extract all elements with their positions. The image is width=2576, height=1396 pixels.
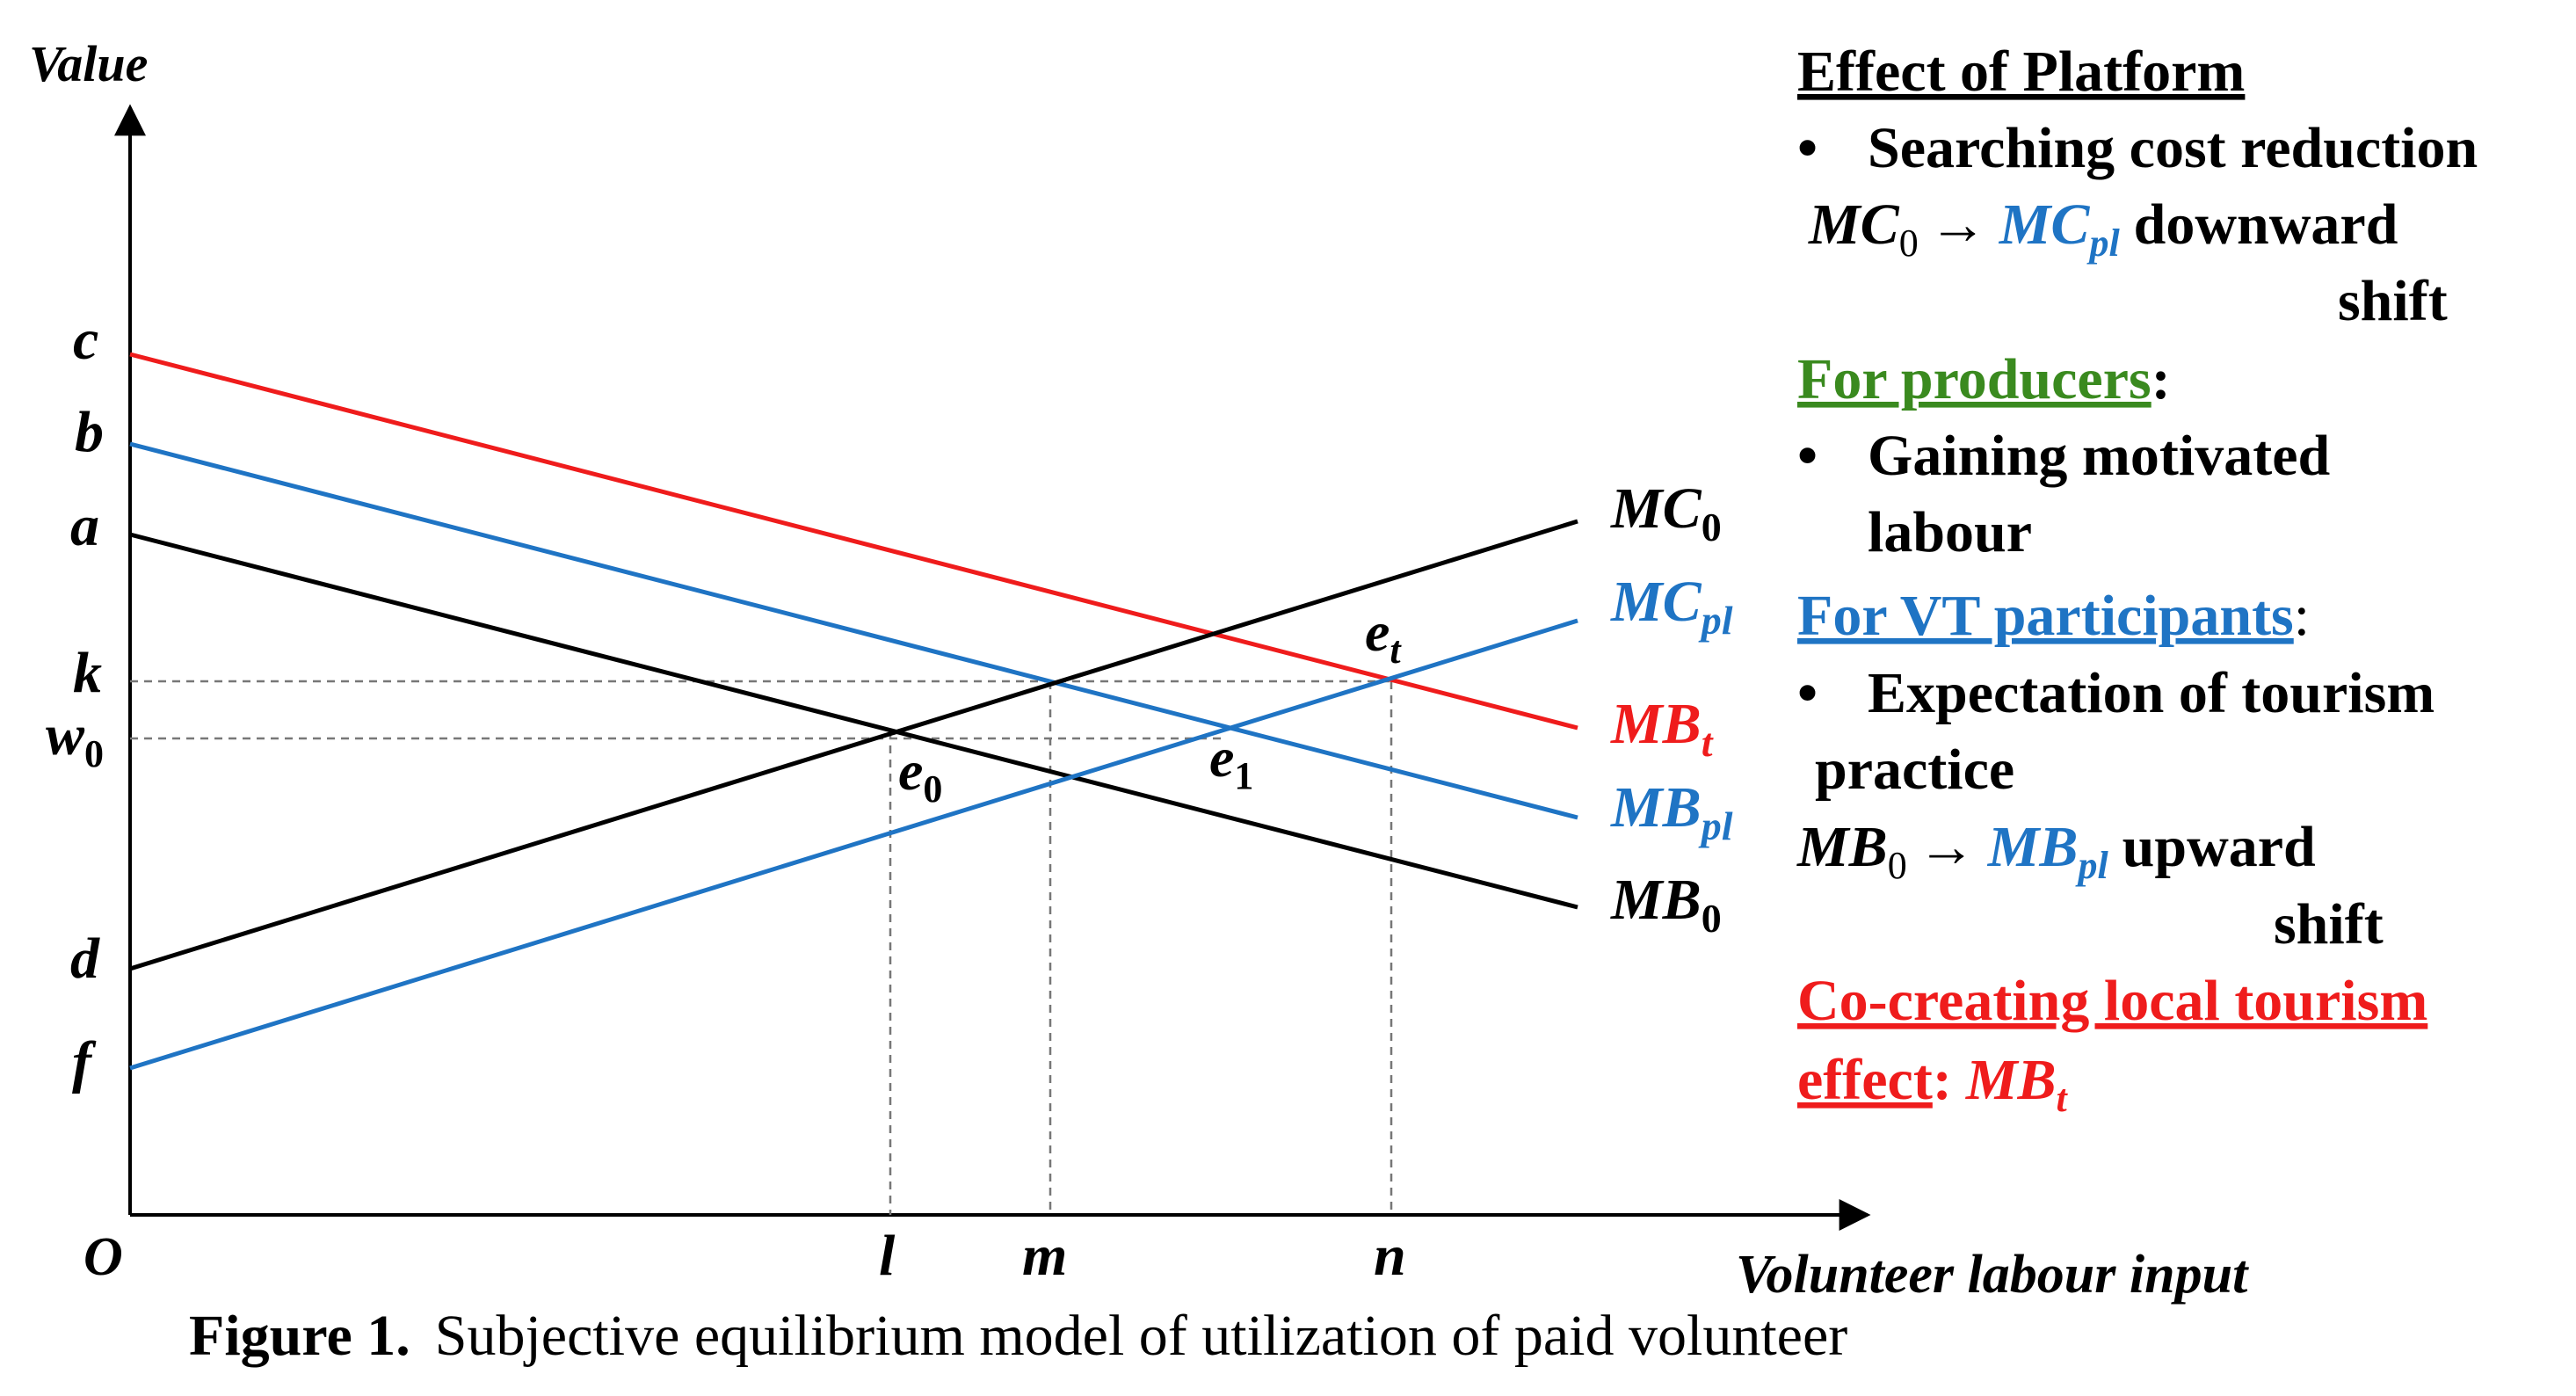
curve-label-mbpl-sub: pl bbox=[1698, 803, 1733, 848]
guide-lines bbox=[130, 680, 1393, 1215]
y-tick-w0-sub: 0 bbox=[84, 732, 104, 775]
producers-heading-line: For producers: bbox=[1797, 347, 2171, 411]
mb-shift-to-base: MB bbox=[1987, 815, 2079, 879]
cocreate-line-1: Co-creating local tourism bbox=[1797, 969, 2427, 1033]
mb-shift-arrow: → bbox=[1918, 815, 1976, 879]
curve-label-mc0-base: MC bbox=[1610, 476, 1702, 541]
point-e1-label: e1 bbox=[1209, 726, 1253, 797]
vt-colon: : bbox=[2294, 584, 2310, 648]
vt-bullet-text-1: Expectation of tourism bbox=[1868, 661, 2435, 725]
cocreate-effect: effect bbox=[1797, 1048, 1933, 1112]
curve-label-mcpl-base: MC bbox=[1610, 570, 1702, 634]
mb-shift-to-sub: pl bbox=[2074, 844, 2108, 887]
mc-shift-line: MC0 → MCpl downward bbox=[1808, 193, 2398, 265]
vt-bullet-symbol: • bbox=[1797, 661, 1818, 725]
mc-shift-arrow: → bbox=[1929, 193, 1987, 257]
caption-label: Figure 1. bbox=[189, 1304, 410, 1368]
mbpl-line bbox=[129, 441, 1578, 820]
mc-shift-text1: downward bbox=[2134, 193, 2398, 257]
point-et-sub: t bbox=[1390, 629, 1402, 672]
mbt-line bbox=[129, 352, 1578, 731]
mc-shift-from-sub: 0 bbox=[1899, 222, 1919, 265]
mc-shift-from-base: MC bbox=[1808, 193, 1900, 257]
vt-heading-line: For VT participants: bbox=[1797, 584, 2310, 648]
curve-label-mbt-base: MB bbox=[1610, 692, 1702, 756]
curve-label-mb0-base: MB bbox=[1610, 868, 1702, 932]
mb-shift-line: MB0 → MBpl upward bbox=[1796, 815, 2316, 887]
search-bullet-symbol: • bbox=[1797, 116, 1818, 180]
curve-label-mc0-sub: 0 bbox=[1702, 505, 1722, 549]
mc-shift-text2: shift bbox=[2338, 269, 2448, 333]
origin-label: O bbox=[83, 1227, 123, 1287]
point-e0-label: e0 bbox=[898, 739, 942, 811]
point-et-base: e bbox=[1365, 600, 1390, 663]
curve-label-mb0: MB0 bbox=[1610, 868, 1722, 941]
mc-shift-to-base: MC bbox=[1999, 193, 2091, 257]
vt-bullet-text-2: practice bbox=[1815, 738, 2014, 802]
cocreate-term-sub: t bbox=[2057, 1077, 2069, 1120]
x-tick-n: n bbox=[1374, 1224, 1406, 1288]
mb-shift-text1: upward bbox=[2122, 815, 2316, 879]
producers-bullet-symbol: • bbox=[1797, 424, 1818, 488]
curve-label-mbpl-base: MB bbox=[1610, 775, 1702, 840]
curve-label-mbt: MBt bbox=[1610, 692, 1714, 765]
search-bullet-text: Searching cost reduction bbox=[1868, 116, 2478, 180]
x-tick-m: m bbox=[1022, 1224, 1067, 1288]
y-tick-w0: w0 bbox=[46, 703, 104, 775]
y-tick-a: a bbox=[70, 494, 99, 558]
point-e1-base: e bbox=[1209, 726, 1234, 789]
producers-bullet-text-1: Gaining motivated bbox=[1868, 424, 2330, 488]
mc0-line bbox=[129, 519, 1578, 971]
point-e1-sub: 1 bbox=[1234, 754, 1253, 797]
mb-shift-text2: shift bbox=[2274, 892, 2384, 956]
y-tick-f: f bbox=[72, 1030, 97, 1094]
vt-heading: For VT participants bbox=[1797, 584, 2294, 648]
producers-colon: : bbox=[2152, 347, 2171, 411]
point-e0-base: e bbox=[898, 739, 923, 802]
cocreate-line-2: effect: MBt bbox=[1797, 1048, 2069, 1120]
y-tick-b: b bbox=[75, 400, 104, 464]
curve-label-mbt-sub: t bbox=[1702, 720, 1714, 765]
mb-shift-from-sub: 0 bbox=[1888, 844, 1907, 887]
x-tick-l: l bbox=[879, 1224, 896, 1288]
panel-title: Effect of Platform bbox=[1797, 40, 2245, 104]
mc-shift-to-sub: pl bbox=[2086, 222, 2120, 265]
mb0-line bbox=[129, 532, 1578, 910]
cocreate-colon: : bbox=[1933, 1048, 1952, 1112]
point-e0-sub: 0 bbox=[923, 767, 942, 811]
curve-label-mcpl: MCpl bbox=[1610, 570, 1733, 643]
effect-panel: Effect of Platform • Searching cost redu… bbox=[1796, 40, 2478, 1120]
producers-bullet-text-2: labour bbox=[1868, 500, 2032, 564]
curve-label-mbpl: MBpl bbox=[1610, 775, 1733, 848]
figure-caption: Figure 1. Subjective equilibrium model of… bbox=[189, 1303, 1847, 1370]
cocreate-term-base: MB bbox=[1965, 1048, 2057, 1112]
curve-label-mcpl-sub: pl bbox=[1698, 598, 1733, 643]
y-tick-k: k bbox=[73, 641, 102, 705]
producers-heading: For producers bbox=[1797, 347, 2152, 411]
point-et-label: et bbox=[1365, 600, 1402, 672]
y-tick-c: c bbox=[73, 308, 98, 372]
y-tick-d: d bbox=[70, 927, 100, 991]
y-tick-w0-base: w bbox=[46, 703, 85, 767]
mb-shift-from-base: MB bbox=[1796, 815, 1888, 879]
curve-label-mc0: MC0 bbox=[1610, 476, 1722, 549]
caption-text: Subjective equilibrium model of utilizat… bbox=[434, 1304, 1848, 1368]
curve-label-mb0-sub: 0 bbox=[1702, 896, 1722, 941]
y-axis-title: Value bbox=[29, 35, 148, 92]
mcpl-line bbox=[129, 618, 1578, 1071]
x-axis-title: Volunteer labour input bbox=[1736, 1245, 2249, 1305]
